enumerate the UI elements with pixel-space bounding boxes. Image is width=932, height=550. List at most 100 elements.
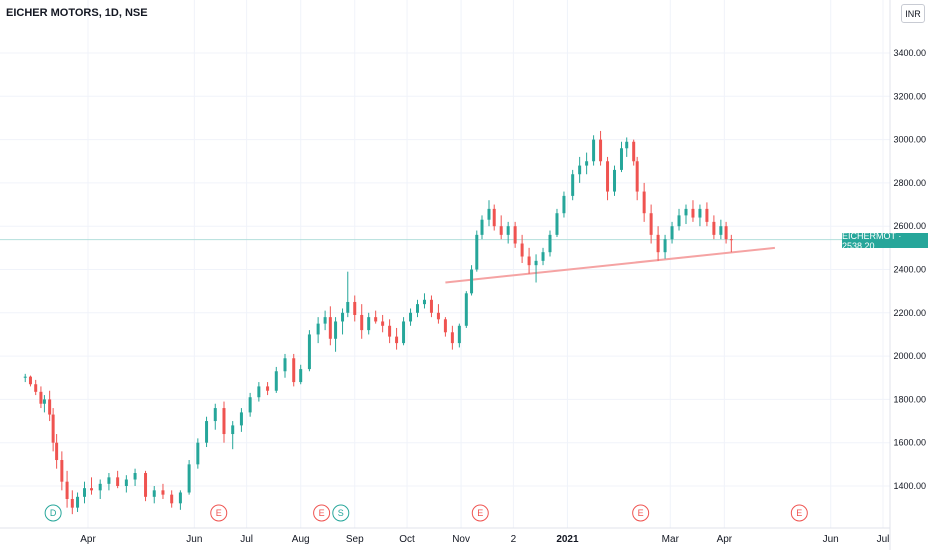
candle-body-up [299,369,303,383]
candle-body-down [55,442,59,461]
candle-body-down [492,208,496,227]
time-tick-label: Apr [80,534,96,545]
price-tick-label: 2400.00 [893,265,926,275]
candle-body-down [51,414,55,443]
price-tick-label: 2000.00 [893,351,926,361]
candle-body-down [353,301,357,315]
candle-body-up [402,321,406,344]
candle-series [23,130,733,515]
candle-body-down [360,314,364,331]
candle-body-down [705,208,709,222]
candle-body-down [89,488,93,491]
candle-body-down [443,319,447,333]
earnings-event-marker[interactable] [210,504,228,522]
candle-body-up [248,397,252,413]
candle-body-up [592,139,596,162]
earnings-event-label: E [796,508,802,518]
candle-body-up [76,496,80,508]
candle-body-up [416,304,420,313]
candle-body-down [724,226,728,240]
price-tick-label: 3200.00 [893,91,926,101]
split-event-label: S [338,508,344,518]
earnings-event-label: E [477,508,483,518]
candle-body-down [520,243,524,257]
split-event-marker[interactable] [332,504,350,522]
time-tick-label: Jun [186,534,202,545]
candle-body-down [436,312,440,320]
candle-body-down [28,376,32,385]
candle-body-up [464,293,468,326]
candle-body-up [625,141,629,149]
price-tick-label: 2600.00 [893,221,926,231]
candle-body-up [23,376,27,378]
candle-body-up [571,174,575,196]
candle-body-down [144,473,148,497]
earnings-event-label: E [638,508,644,518]
candle-body-down [60,460,64,482]
candle-body-up [239,412,243,426]
dividend-event-label: D [50,508,57,518]
time-tick-label: Aug [292,534,310,545]
candle-body-down [34,384,38,392]
candle-body-up [316,323,320,335]
candle-body-up [480,219,484,235]
candle-body-up [346,301,350,313]
candle-body-up [677,215,681,227]
candle-body-up [698,208,702,218]
candle-body-up [323,317,327,324]
candle-body-up [684,208,688,216]
candle-body-up [562,195,566,214]
earnings-event-marker[interactable] [632,504,650,522]
earnings-event-marker[interactable] [790,504,808,522]
candle-body-down [632,141,636,162]
candle-body-down [395,336,399,344]
candle-body-down [606,161,610,192]
candle-body-up [274,371,278,391]
candle-body-up [475,234,479,270]
candle-body-up [367,317,371,331]
chart-grid [0,0,891,550]
earnings-event-marker[interactable] [313,504,331,522]
candle-body-up [555,213,559,235]
candle-body-down [642,191,646,214]
candle-body-up [409,312,413,322]
candle-body-down [222,408,226,435]
last-price-tag: EICHERMOT · 2538.20 [842,231,928,251]
candle-body-up [457,325,461,344]
time-axis: Apr Jun Jul Aug Sep Oct Nov 2 2021 Mar Apr Jun Jul [80,534,889,545]
candle-body-up [107,477,111,484]
candle-body-up [334,321,338,339]
time-tick-label: Oct [399,534,415,545]
candle-body-down [48,399,52,415]
candle-body-up [178,492,182,504]
price-tick-label: 2800.00 [893,178,926,188]
candle-body-up [470,269,474,294]
support-trendline [445,246,776,284]
candle-body-down [712,221,716,235]
candle-body-down [599,139,603,162]
candle-body-down [328,317,332,339]
candle-body-up [578,165,582,175]
candle-body-up [670,226,674,240]
candle-body-up [196,442,200,465]
candle-body-down [499,226,503,235]
price-tick-label: 1400.00 [893,481,926,491]
candle-body-up [205,421,209,443]
candle-body-down [656,234,660,253]
candle-body-up [133,473,137,480]
candle-body-up [152,490,156,497]
currency-button[interactable]: INR [901,4,925,23]
earnings-event-marker[interactable] [471,504,489,522]
candle-body-up [341,312,345,322]
candle-body-down [429,299,433,313]
earnings-event-label: E [216,508,222,518]
price-tick-label: 1600.00 [893,438,926,448]
candle-body-up [663,239,667,253]
candle-body-up [534,260,538,266]
symbol-title: EICHER MOTORS, 1D, NSE [6,7,148,19]
candle-body-up [257,386,261,398]
dividend-event-marker[interactable] [44,504,62,522]
candle-body-up [487,208,491,220]
candle-body-down [388,325,392,337]
